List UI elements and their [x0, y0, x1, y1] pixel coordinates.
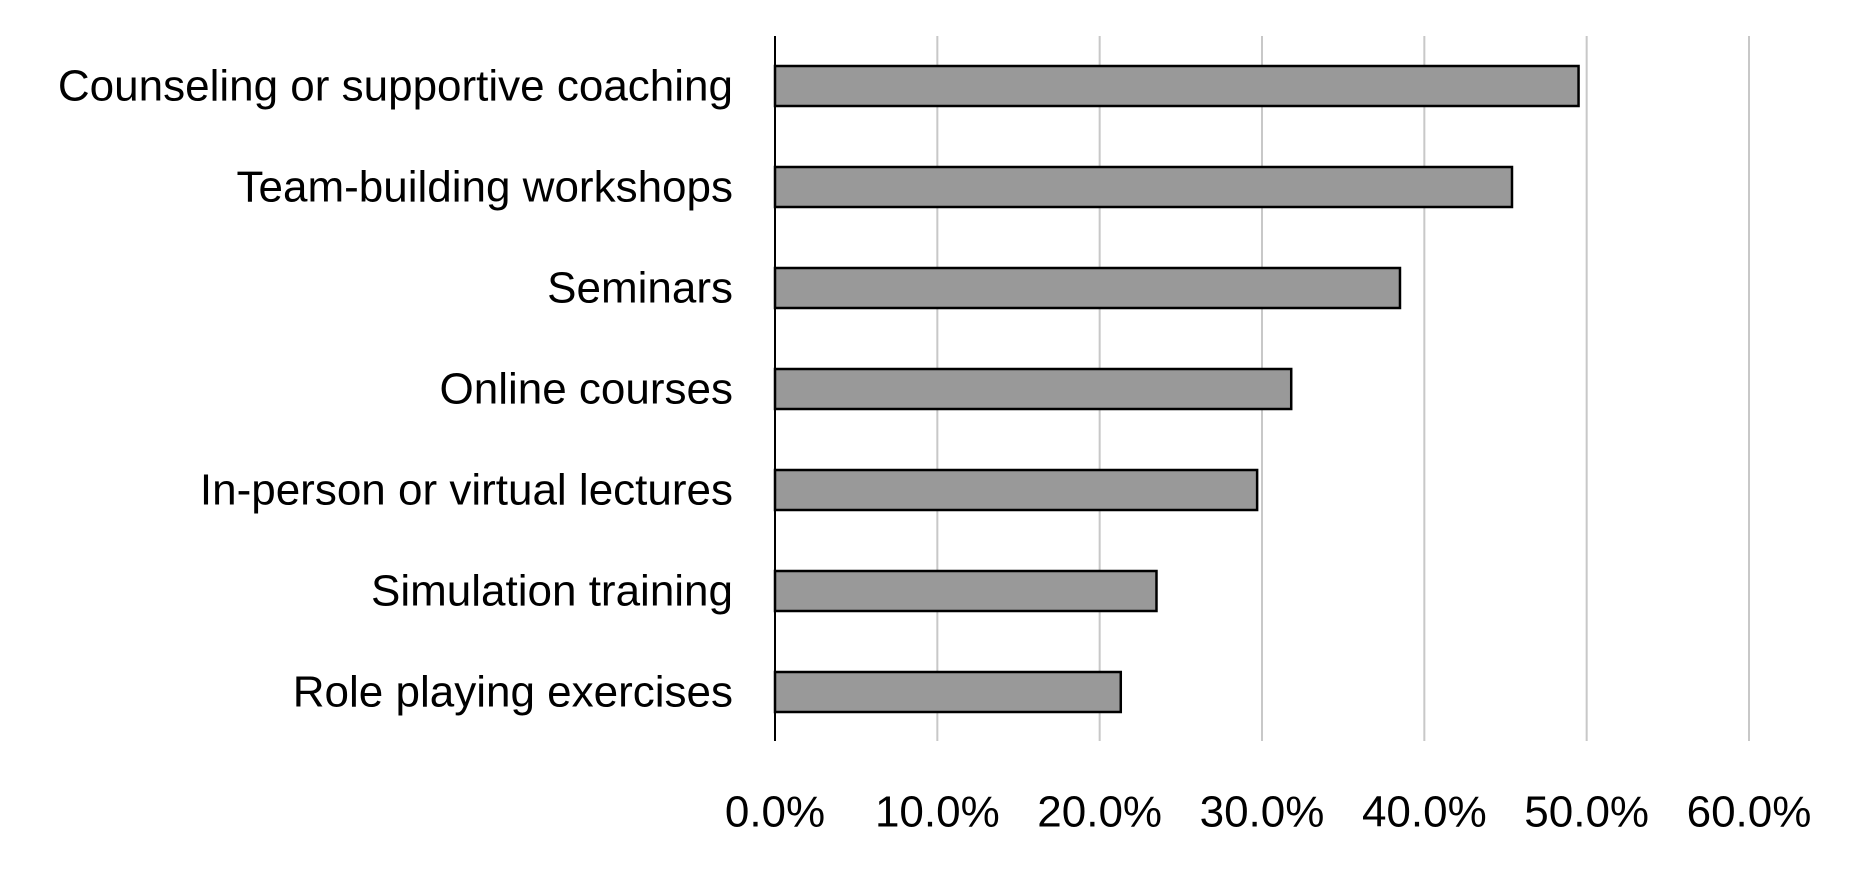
bar: [773, 468, 1259, 512]
category-label: Counseling or supportive coaching: [58, 62, 733, 111]
category-labels: Counseling or supportive coaching Team-bu…: [58, 62, 733, 717]
bar: [773, 64, 1580, 108]
x-tick-label: 0.0%: [725, 788, 825, 837]
x-tick-label: 10.0%: [875, 788, 1000, 837]
category-label: Role playing exercises: [293, 668, 733, 717]
bar: [773, 165, 1514, 209]
bar: [773, 367, 1293, 411]
x-tick-label: 50.0%: [1524, 788, 1649, 837]
category-label: Simulation training: [371, 567, 733, 616]
x-tick-labels: 0.0% 10.0% 20.0% 30.0% 40.0% 50.0% 60.0%: [725, 788, 1812, 837]
bar: [773, 266, 1402, 310]
bar: [773, 670, 1123, 714]
x-tick-label: 40.0%: [1362, 788, 1487, 837]
category-label: Team-building workshops: [237, 163, 733, 212]
x-tick-label: 30.0%: [1200, 788, 1325, 837]
category-label: In-person or virtual lectures: [200, 466, 733, 515]
category-label: Seminars: [547, 264, 733, 313]
x-tick-label: 20.0%: [1037, 788, 1162, 837]
x-tick-label: 60.0%: [1687, 788, 1812, 837]
bars: [773, 64, 1580, 714]
category-label: Online courses: [440, 365, 733, 414]
bar: [773, 569, 1158, 613]
